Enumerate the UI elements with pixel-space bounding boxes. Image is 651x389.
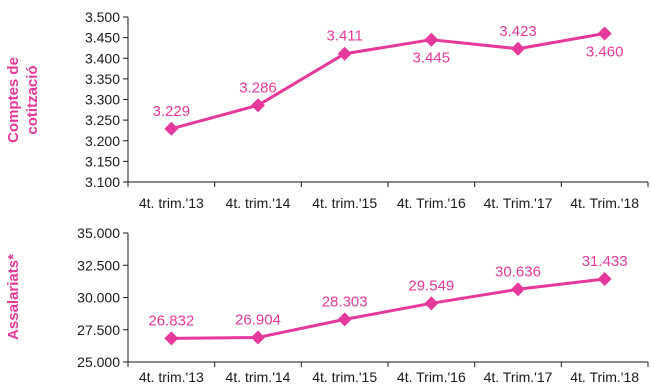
- data-point-marker: [424, 32, 439, 47]
- y-axis-title: Comptes de: [5, 57, 22, 143]
- data-point-marker: [164, 121, 179, 136]
- data-label: 3.445: [413, 50, 451, 67]
- y-axis-title: Assalariats*: [5, 254, 22, 340]
- data-label: 31.433: [582, 253, 628, 270]
- y-tick-label: 3.300: [85, 92, 120, 108]
- x-tick-label: 4t. Trim.'18: [570, 369, 639, 385]
- x-tick-label: 4t. trim.'15: [312, 369, 377, 385]
- data-label: 26.832: [148, 312, 194, 329]
- x-tick-label: 4t. Trim.'16: [397, 369, 466, 385]
- data-point-marker: [164, 331, 179, 346]
- y-tick-label: 30.000: [77, 290, 120, 306]
- y-tick-label: 25.000: [77, 354, 120, 370]
- y-axis-title: cotització: [24, 65, 41, 134]
- data-label: 28.303: [322, 293, 368, 310]
- y-tick-label: 3.150: [85, 153, 120, 169]
- data-label: 29.549: [408, 277, 454, 294]
- data-point-marker: [251, 330, 265, 345]
- y-tick-label: 3.350: [85, 71, 120, 87]
- x-tick-label: 4t. trim.'13: [139, 369, 204, 385]
- data-point-marker: [511, 282, 525, 297]
- x-tick-label: 4t. trim.'14: [226, 195, 291, 211]
- x-tick-label: 4t. trim.'13: [139, 195, 204, 211]
- y-tick-label: 27.500: [77, 322, 120, 338]
- data-label: 3.229: [153, 103, 191, 120]
- x-tick-label: 4t. Trim.'16: [397, 195, 466, 211]
- y-tick-label: 35.000: [77, 225, 120, 241]
- data-point-marker: [424, 296, 439, 311]
- data-label: 26.904: [235, 311, 281, 328]
- y-tick-label: 3.400: [85, 50, 120, 66]
- y-tick-label: 32.500: [77, 257, 120, 273]
- data-label: 30.636: [495, 263, 541, 280]
- y-tick-label: 3.100: [85, 174, 120, 190]
- x-tick-label: 4t. Trim.'17: [484, 195, 553, 211]
- data-label: 3.423: [499, 23, 537, 40]
- data-point-marker: [597, 26, 612, 41]
- x-tick-label: 4t. trim.'14: [226, 369, 291, 385]
- data-label: 3.460: [586, 44, 624, 61]
- data-point-marker: [511, 41, 525, 56]
- data-point-marker: [251, 98, 265, 113]
- data-point-marker: [337, 46, 352, 61]
- x-tick-label: 4t. trim.'15: [312, 195, 377, 211]
- data-point-marker: [337, 312, 352, 327]
- data-point-marker: [597, 272, 612, 287]
- data-label: 3.286: [239, 79, 277, 96]
- y-tick-label: 3.500: [85, 9, 120, 25]
- x-tick-label: 4t. Trim.'17: [484, 369, 553, 385]
- y-tick-label: 3.250: [85, 112, 120, 128]
- y-tick-label: 3.450: [85, 30, 120, 46]
- x-tick-label: 4t. Trim.'18: [570, 195, 639, 211]
- chart-assalariats: 25.000 27.500 30.000 32.500 35.000 4t. trim.'…: [5, 225, 649, 385]
- series-line: [170, 32, 605, 131]
- series-line: [171, 277, 605, 340]
- data-label: 3.411: [326, 28, 362, 45]
- y-tick-label: 3.200: [85, 133, 120, 149]
- chart-comptes-cotitzacio: 3.100 3.150 3.200 3.250 3.300 3.350 3.400 3.450…: [5, 9, 649, 211]
